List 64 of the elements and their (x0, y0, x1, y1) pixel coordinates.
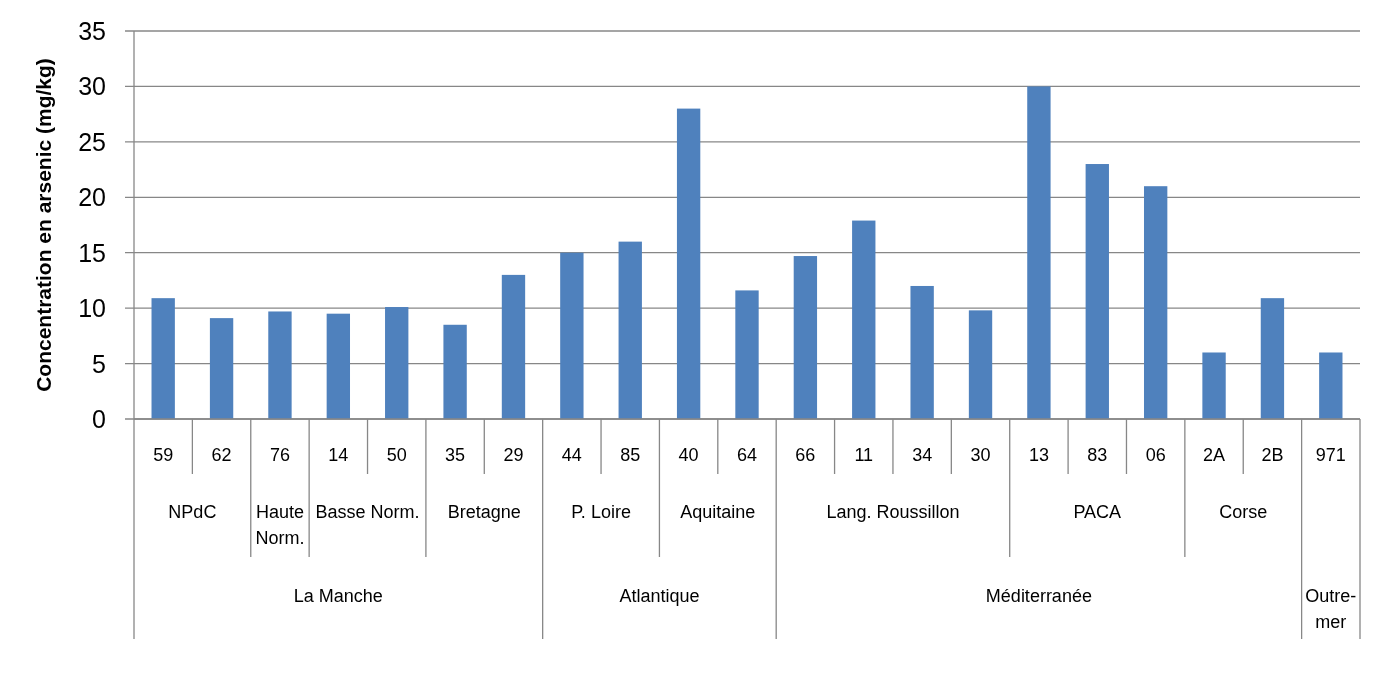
bar (735, 290, 759, 419)
x-tick-label: 29 (503, 445, 524, 465)
text: Basse Norm. (315, 502, 420, 522)
x-tick-label: 11 (854, 445, 874, 465)
x-tick-label: 06 (1145, 445, 1166, 465)
x-tick-label: 34 (912, 445, 933, 465)
bar (560, 252, 584, 419)
x-tick-label: 85 (620, 445, 641, 465)
x-tick-label: 62 (211, 445, 232, 465)
x-tick-label: 66 (795, 445, 816, 465)
x-tick-label: 2A (1203, 445, 1226, 465)
text: Corse (1219, 502, 1268, 522)
bar (676, 108, 701, 419)
bar (385, 307, 409, 419)
bar (501, 274, 526, 419)
bar (268, 311, 292, 419)
x-tick-label: 30 (970, 445, 991, 465)
y-axis-title: Concentration en arsenic (mg/kg) (31, 58, 55, 392)
bar (1085, 164, 1109, 419)
y-tick-label: 30 (78, 72, 106, 101)
text: P. Loire (571, 502, 631, 522)
y-tick-label: 5 (92, 349, 106, 378)
x-tick-label: 2B (1261, 445, 1284, 465)
x-tick-label: 35 (445, 445, 466, 465)
y-tick-label: 10 (78, 294, 106, 323)
text: Méditerranée (985, 586, 1092, 606)
bar (852, 220, 876, 419)
x-tick-label: 14 (328, 445, 349, 465)
text: Haute Norm. (255, 502, 305, 548)
x-tick-label: 76 (269, 445, 290, 465)
x-tick-label: 59 (153, 445, 174, 465)
x-tick-label: 13 (1028, 445, 1049, 465)
y-tick-label: 15 (78, 238, 106, 267)
bar (443, 324, 467, 419)
bar (1260, 298, 1285, 419)
text: Lang. Roussillon (826, 502, 960, 522)
x-tick-label: 44 (561, 445, 582, 465)
y-tick-label: 25 (78, 127, 106, 156)
text: Atlantique (619, 586, 700, 606)
text: NPdC (168, 502, 217, 522)
bar (910, 285, 934, 419)
text: Bretagne (447, 502, 521, 522)
bar (209, 318, 234, 419)
x-tick-label: 40 (678, 445, 699, 465)
y-tick-label: 20 (78, 183, 106, 212)
y-tick-label: 0 (92, 405, 106, 433)
text: Aquitaine (680, 502, 756, 522)
bar (1027, 86, 1051, 419)
bar (968, 310, 993, 419)
x-tick-label: 83 (1087, 445, 1108, 465)
bar (618, 241, 642, 419)
text: La Manche (293, 586, 383, 606)
text: Outre-mer (1305, 586, 1357, 632)
text: PACA (1073, 502, 1122, 522)
y-tick-label: 35 (78, 17, 106, 45)
bar (151, 298, 175, 419)
bar (326, 313, 351, 419)
bar (1143, 186, 1168, 419)
bar (1202, 352, 1226, 419)
x-tick-label: 50 (386, 445, 407, 465)
x-tick-label: 64 (736, 445, 758, 465)
x-tick-label: 971 (1315, 445, 1346, 465)
bar (793, 256, 818, 419)
bar (1319, 352, 1343, 419)
